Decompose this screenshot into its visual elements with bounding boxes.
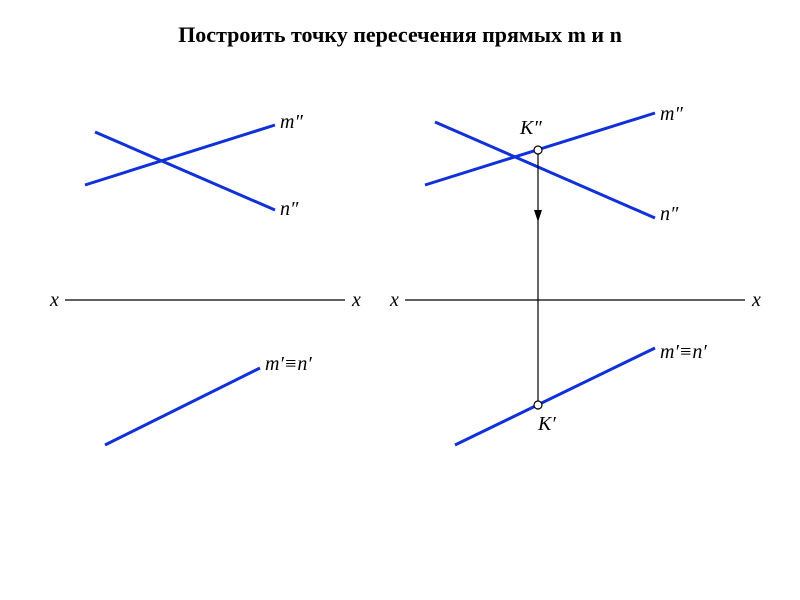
page-title: Построить точку пересечения прямых m и n (0, 0, 800, 48)
left-axis-label-right: x (351, 289, 361, 311)
geometry-diagram: x x m″ n″ m′≡n′ x x m″ n″ m′≡n′ K″ K′ (0, 70, 800, 600)
left-line-m-upper (85, 125, 275, 185)
left-label-m-upper: m″ (280, 111, 303, 133)
right-point-k-lower (534, 401, 542, 409)
right-label-m-upper: m″ (660, 103, 683, 125)
right-label-k-upper: K″ (519, 117, 542, 139)
right-label-k-lower: K′ (537, 413, 556, 435)
left-line-n-upper (95, 132, 275, 210)
right-label-n-upper: n″ (660, 203, 679, 225)
left-label-mn-lower: m′≡n′ (265, 353, 312, 375)
left-label-n-upper: n″ (280, 198, 299, 220)
diagram-container: x x m″ n″ m′≡n′ x x m″ n″ m′≡n′ K″ K′ (0, 70, 800, 600)
right-axis-label-right: x (751, 289, 761, 311)
right-point-k-upper (534, 146, 542, 154)
left-line-mn-lower (105, 368, 260, 445)
right-axis-label-left: x (389, 289, 399, 311)
right-label-mn-lower: m′≡n′ (660, 341, 707, 363)
right-projection-arrow-icon (534, 210, 542, 222)
left-axis-label-left: x (49, 289, 59, 311)
